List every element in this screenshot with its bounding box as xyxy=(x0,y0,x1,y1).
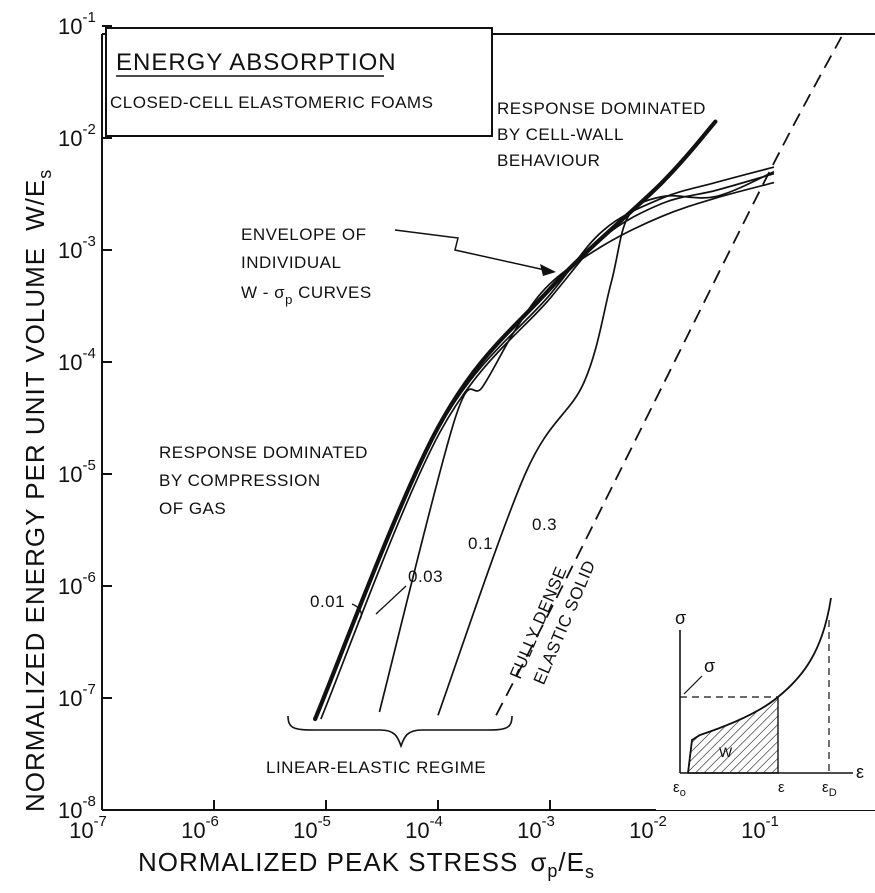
y-axis-label-denom-sub: s xyxy=(35,169,55,179)
y-tick-label: 10-2 xyxy=(58,121,96,151)
fully-dense-line xyxy=(495,36,843,716)
envelope-annotation-line1: ENVELOPE OF xyxy=(241,225,366,244)
series-layer xyxy=(313,36,843,722)
fully-dense-label: FULLY DENSE ELASTIC SOLID xyxy=(506,557,599,687)
gas-annotation-line1: RESPONSE DOMINATED xyxy=(159,443,368,462)
y-axis-ticks: 10-8 10-7 10-6 10-5 10-4 10-3 10-2 10-1 xyxy=(58,9,112,823)
linear-elastic-label: LINEAR-ELASTIC REGIME xyxy=(266,758,486,777)
linear-elastic-brace xyxy=(287,715,513,749)
x-tick-label: 10-7 xyxy=(69,813,107,843)
inset-x-axis-label: ε xyxy=(856,762,864,782)
inset-mark-e: ε xyxy=(778,779,785,796)
gas-annotation-line3: OF GAS xyxy=(159,499,226,518)
envelope-annotation-line3: W - σp CURVES xyxy=(241,283,372,307)
inset-diagram: σ ε σ W εo ε εD xyxy=(656,596,875,810)
chart-title: ENERGY ABSORPTION xyxy=(116,49,397,76)
y-axis-label-group: NORMALIZED ENERGY PER UNIT VOLUME W/Es xyxy=(20,169,55,812)
x-axis-label-denom: /E xyxy=(558,847,585,877)
x-axis-label: NORMALIZED PEAK STRESS σp/Es xyxy=(138,847,595,882)
x-tick-label: 10-3 xyxy=(517,813,555,843)
curve-0-3 xyxy=(437,170,775,716)
x-axis-label-sub: p xyxy=(547,861,558,881)
y-tick-label: 10-1 xyxy=(58,9,96,39)
envelope-annotation-sub: p xyxy=(285,292,293,307)
cell-wall-annotation-line3: BEHAVIOUR xyxy=(497,151,600,170)
inset-peak-arrow xyxy=(683,675,703,695)
y-tick-label: 10-8 xyxy=(58,793,96,823)
inset-area-label: W xyxy=(719,744,733,760)
curve-label-0-3: 0.3 xyxy=(532,515,557,534)
y-axis-label: NORMALIZED ENERGY PER UNIT VOLUME W/Es xyxy=(20,169,55,812)
curve-label-0-01-leader xyxy=(351,603,363,623)
curve-label-0-03-leader xyxy=(375,585,407,615)
inset-peak-label: σ xyxy=(704,656,715,676)
y-axis-label-denom: /E xyxy=(20,179,50,206)
y-tick-label: 10-5 xyxy=(58,457,96,487)
x-tick-label: 10-2 xyxy=(629,813,667,843)
envelope-annotation-w-sigma: W - σ xyxy=(241,283,285,302)
inset-mark-ed: εD xyxy=(822,779,837,799)
x-axis-label-text: NORMALIZED PEAK STRESS xyxy=(138,847,518,877)
y-tick-label: 10-7 xyxy=(58,681,96,711)
curve-0-03 xyxy=(320,172,775,720)
y-tick-label: 10-3 xyxy=(58,233,96,263)
x-axis-label-symbol: σ xyxy=(530,847,547,877)
curve-label-0-01: 0.01 xyxy=(310,592,345,611)
y-tick-label: 10-4 xyxy=(58,345,96,375)
envelope-arrow xyxy=(394,229,546,271)
title-box: ENERGY ABSORPTION CLOSED-CELL ELASTOMERI… xyxy=(105,27,493,137)
x-axis-label-denom-sub: s xyxy=(585,862,595,882)
cell-wall-annotation-line2: BY CELL-WALL xyxy=(497,125,624,144)
inset-y-axis-label: σ xyxy=(675,608,686,628)
x-tick-label: 10-6 xyxy=(181,813,219,843)
x-tick-label: 10-4 xyxy=(405,813,443,843)
gas-annotation-line2: BY COMPRESSION xyxy=(159,471,321,490)
envelope-curve xyxy=(313,119,718,722)
cell-wall-annotation-line1: RESPONSE DOMINATED xyxy=(497,99,706,118)
envelope-arrowhead xyxy=(540,264,556,276)
inset-mark-e0: εo xyxy=(673,779,686,799)
envelope-annotation-line2: INDIVIDUAL xyxy=(241,253,341,272)
x-tick-label: 10-5 xyxy=(293,813,331,843)
x-tick-label: 10-1 xyxy=(741,813,779,843)
x-axis-ticks: 10-7 10-6 10-5 10-4 10-3 10-2 10-1 xyxy=(69,800,779,843)
curve-label-0-03: 0.03 xyxy=(408,567,443,586)
y-axis-label-text: NORMALIZED ENERGY PER UNIT VOLUME xyxy=(20,247,50,812)
envelope-annotation-curves: CURVES xyxy=(293,283,372,302)
y-axis-label-symbol: W xyxy=(20,205,50,231)
y-tick-label: 10-6 xyxy=(58,569,96,599)
curve-label-0-1: 0.1 xyxy=(468,534,493,553)
chart-subtitle: CLOSED-CELL ELASTOMERIC FOAMS xyxy=(110,93,433,112)
